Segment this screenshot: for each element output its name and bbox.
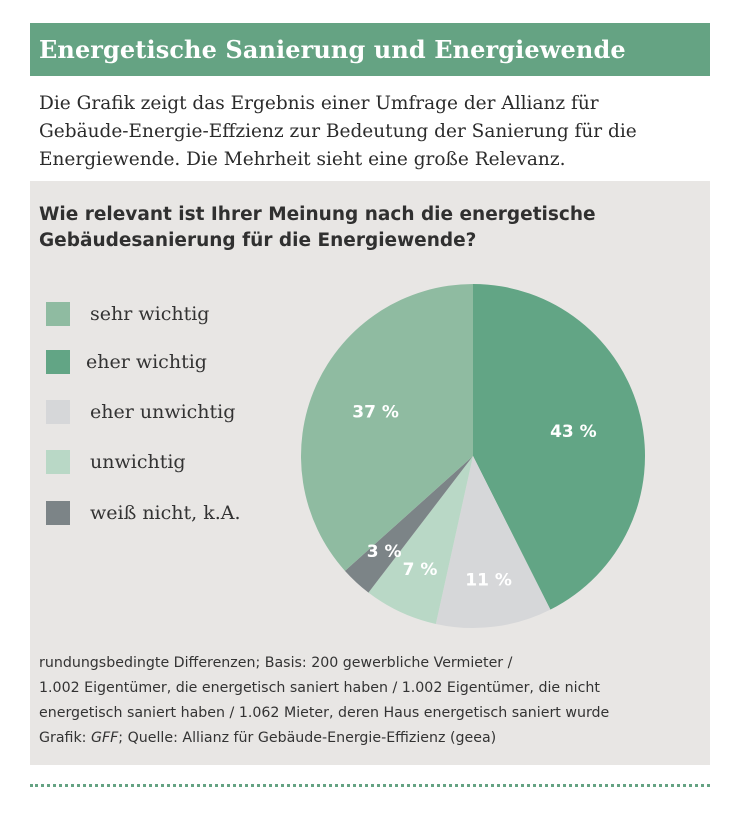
footnote-line: rundungsbedingte Differenzen; Basis: 200… <box>39 655 513 671</box>
credit-graphic-source: GFF <box>90 730 119 746</box>
legend-label: eher wichtig <box>86 351 207 373</box>
chart-title-line: Gebäudesanierung für die Energiewende? <box>39 230 477 251</box>
pie-label-weiss-nicht: 3 % <box>367 542 402 562</box>
intro-line: Gebäude-Energie-Effzienz zur Bedeutung d… <box>39 121 637 142</box>
intro-text: Die Grafik zeigt das Ergebnis einer Umfr… <box>39 90 719 174</box>
chart-title: Wie relevant ist Ihrer Meinung nach die … <box>39 202 699 254</box>
footnote-credit: Grafik: GFF; Quelle: Allianz für Gebäude… <box>39 726 709 751</box>
pie-slice-weiss-nicht <box>344 456 473 593</box>
footnote-line: 1.002 Eigentümer, die energetisch sanier… <box>39 680 600 696</box>
pie-label-sehr-wichtig: 37 % <box>352 403 399 423</box>
pie-slice-sehr-wichtig <box>300 284 473 571</box>
pie-label-unwichtig: 7 % <box>403 560 438 580</box>
pie-slice-eher-wichtig <box>473 284 646 610</box>
legend-swatch <box>46 302 70 326</box>
legend-swatch <box>46 400 70 424</box>
footnote: rundungsbedingte Differenzen; Basis: 200… <box>39 651 709 751</box>
legend-swatch <box>46 501 70 525</box>
header-bar: Energetische Sanierung und Energiewende <box>30 23 710 76</box>
intro-line: Die Grafik zeigt das Ergebnis einer Umfr… <box>39 93 599 114</box>
credit-source: ; Quelle: Allianz für Gebäude-Energie-Ef… <box>118 730 497 746</box>
legend-label: unwichtig <box>90 451 186 473</box>
credit-prefix: Grafik: <box>39 730 91 746</box>
chart-panel: Wie relevant ist Ihrer Meinung nach die … <box>30 181 710 765</box>
pie-label-eher-unwichtig: 11 % <box>465 571 512 591</box>
pie-chart: 43 % 11 % 7 %3 % 37 % <box>300 284 646 629</box>
page-title: Energetische Sanierung und Energiewende <box>39 35 626 64</box>
legend-swatch <box>46 350 70 374</box>
pie-slice-unwichtig <box>368 456 473 624</box>
legend-label: weiß nicht, k.A. <box>90 502 241 524</box>
legend-item-eher-wichtig: eher wichtig <box>46 349 346 375</box>
intro-line: Energiewende. Die Mehrheit sieht eine gr… <box>39 149 566 170</box>
legend-item-unwichtig: unwichtig <box>46 449 346 475</box>
chart-title-line: Wie relevant ist Ihrer Meinung nach die … <box>39 204 596 225</box>
pie-slice-eher-unwichtig <box>435 456 551 629</box>
legend-item-weiss-nicht: weiß nicht, k.A. <box>46 500 346 526</box>
footnote-line: energetisch saniert haben / 1.062 Mieter… <box>39 705 610 721</box>
legend-item-eher-unwichtig: eher unwichtig <box>46 399 346 425</box>
pie-label-eher-wichtig: 43 % <box>550 422 597 442</box>
legend-label: sehr wichtig <box>90 303 210 325</box>
legend-swatch <box>46 450 70 474</box>
legend-item-sehr-wichtig: sehr wichtig <box>46 301 346 327</box>
legend-label: eher unwichtig <box>90 401 236 423</box>
bottom-dotted-rule <box>30 784 710 787</box>
